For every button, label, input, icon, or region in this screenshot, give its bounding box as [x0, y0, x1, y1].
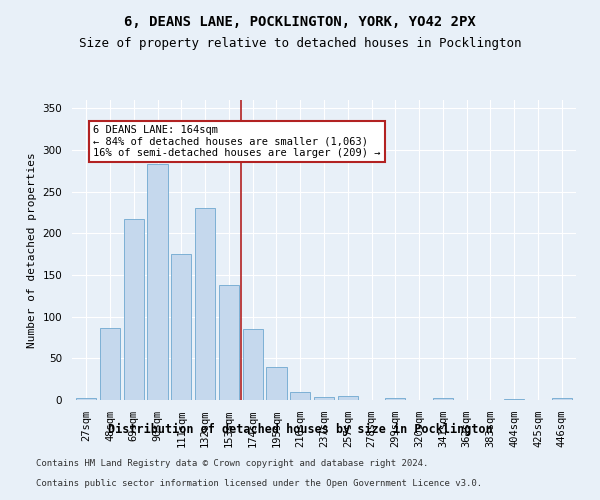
Bar: [171, 254, 191, 400]
Bar: [76, 398, 97, 400]
Bar: [266, 366, 287, 400]
Bar: [242, 329, 263, 400]
Text: Contains public sector information licensed under the Open Government Licence v3: Contains public sector information licen…: [36, 478, 482, 488]
Text: 6 DEANS LANE: 164sqm
← 84% of detached houses are smaller (1,063)
16% of semi-de: 6 DEANS LANE: 164sqm ← 84% of detached h…: [94, 125, 381, 158]
Text: 6, DEANS LANE, POCKLINGTON, YORK, YO42 2PX: 6, DEANS LANE, POCKLINGTON, YORK, YO42 2…: [124, 15, 476, 29]
Bar: [219, 285, 239, 400]
Bar: [124, 219, 144, 400]
Bar: [100, 328, 120, 400]
Bar: [504, 399, 524, 400]
Text: Distribution of detached houses by size in Pocklington: Distribution of detached houses by size …: [107, 422, 493, 436]
Bar: [338, 396, 358, 400]
Text: Size of property relative to detached houses in Pocklington: Size of property relative to detached ho…: [79, 38, 521, 51]
Bar: [385, 398, 406, 400]
Bar: [195, 208, 215, 400]
Bar: [433, 398, 453, 400]
Bar: [551, 398, 572, 400]
Y-axis label: Number of detached properties: Number of detached properties: [27, 152, 37, 348]
Bar: [314, 396, 334, 400]
Bar: [290, 392, 310, 400]
Text: Contains HM Land Registry data © Crown copyright and database right 2024.: Contains HM Land Registry data © Crown c…: [36, 458, 428, 468]
Bar: [148, 164, 167, 400]
